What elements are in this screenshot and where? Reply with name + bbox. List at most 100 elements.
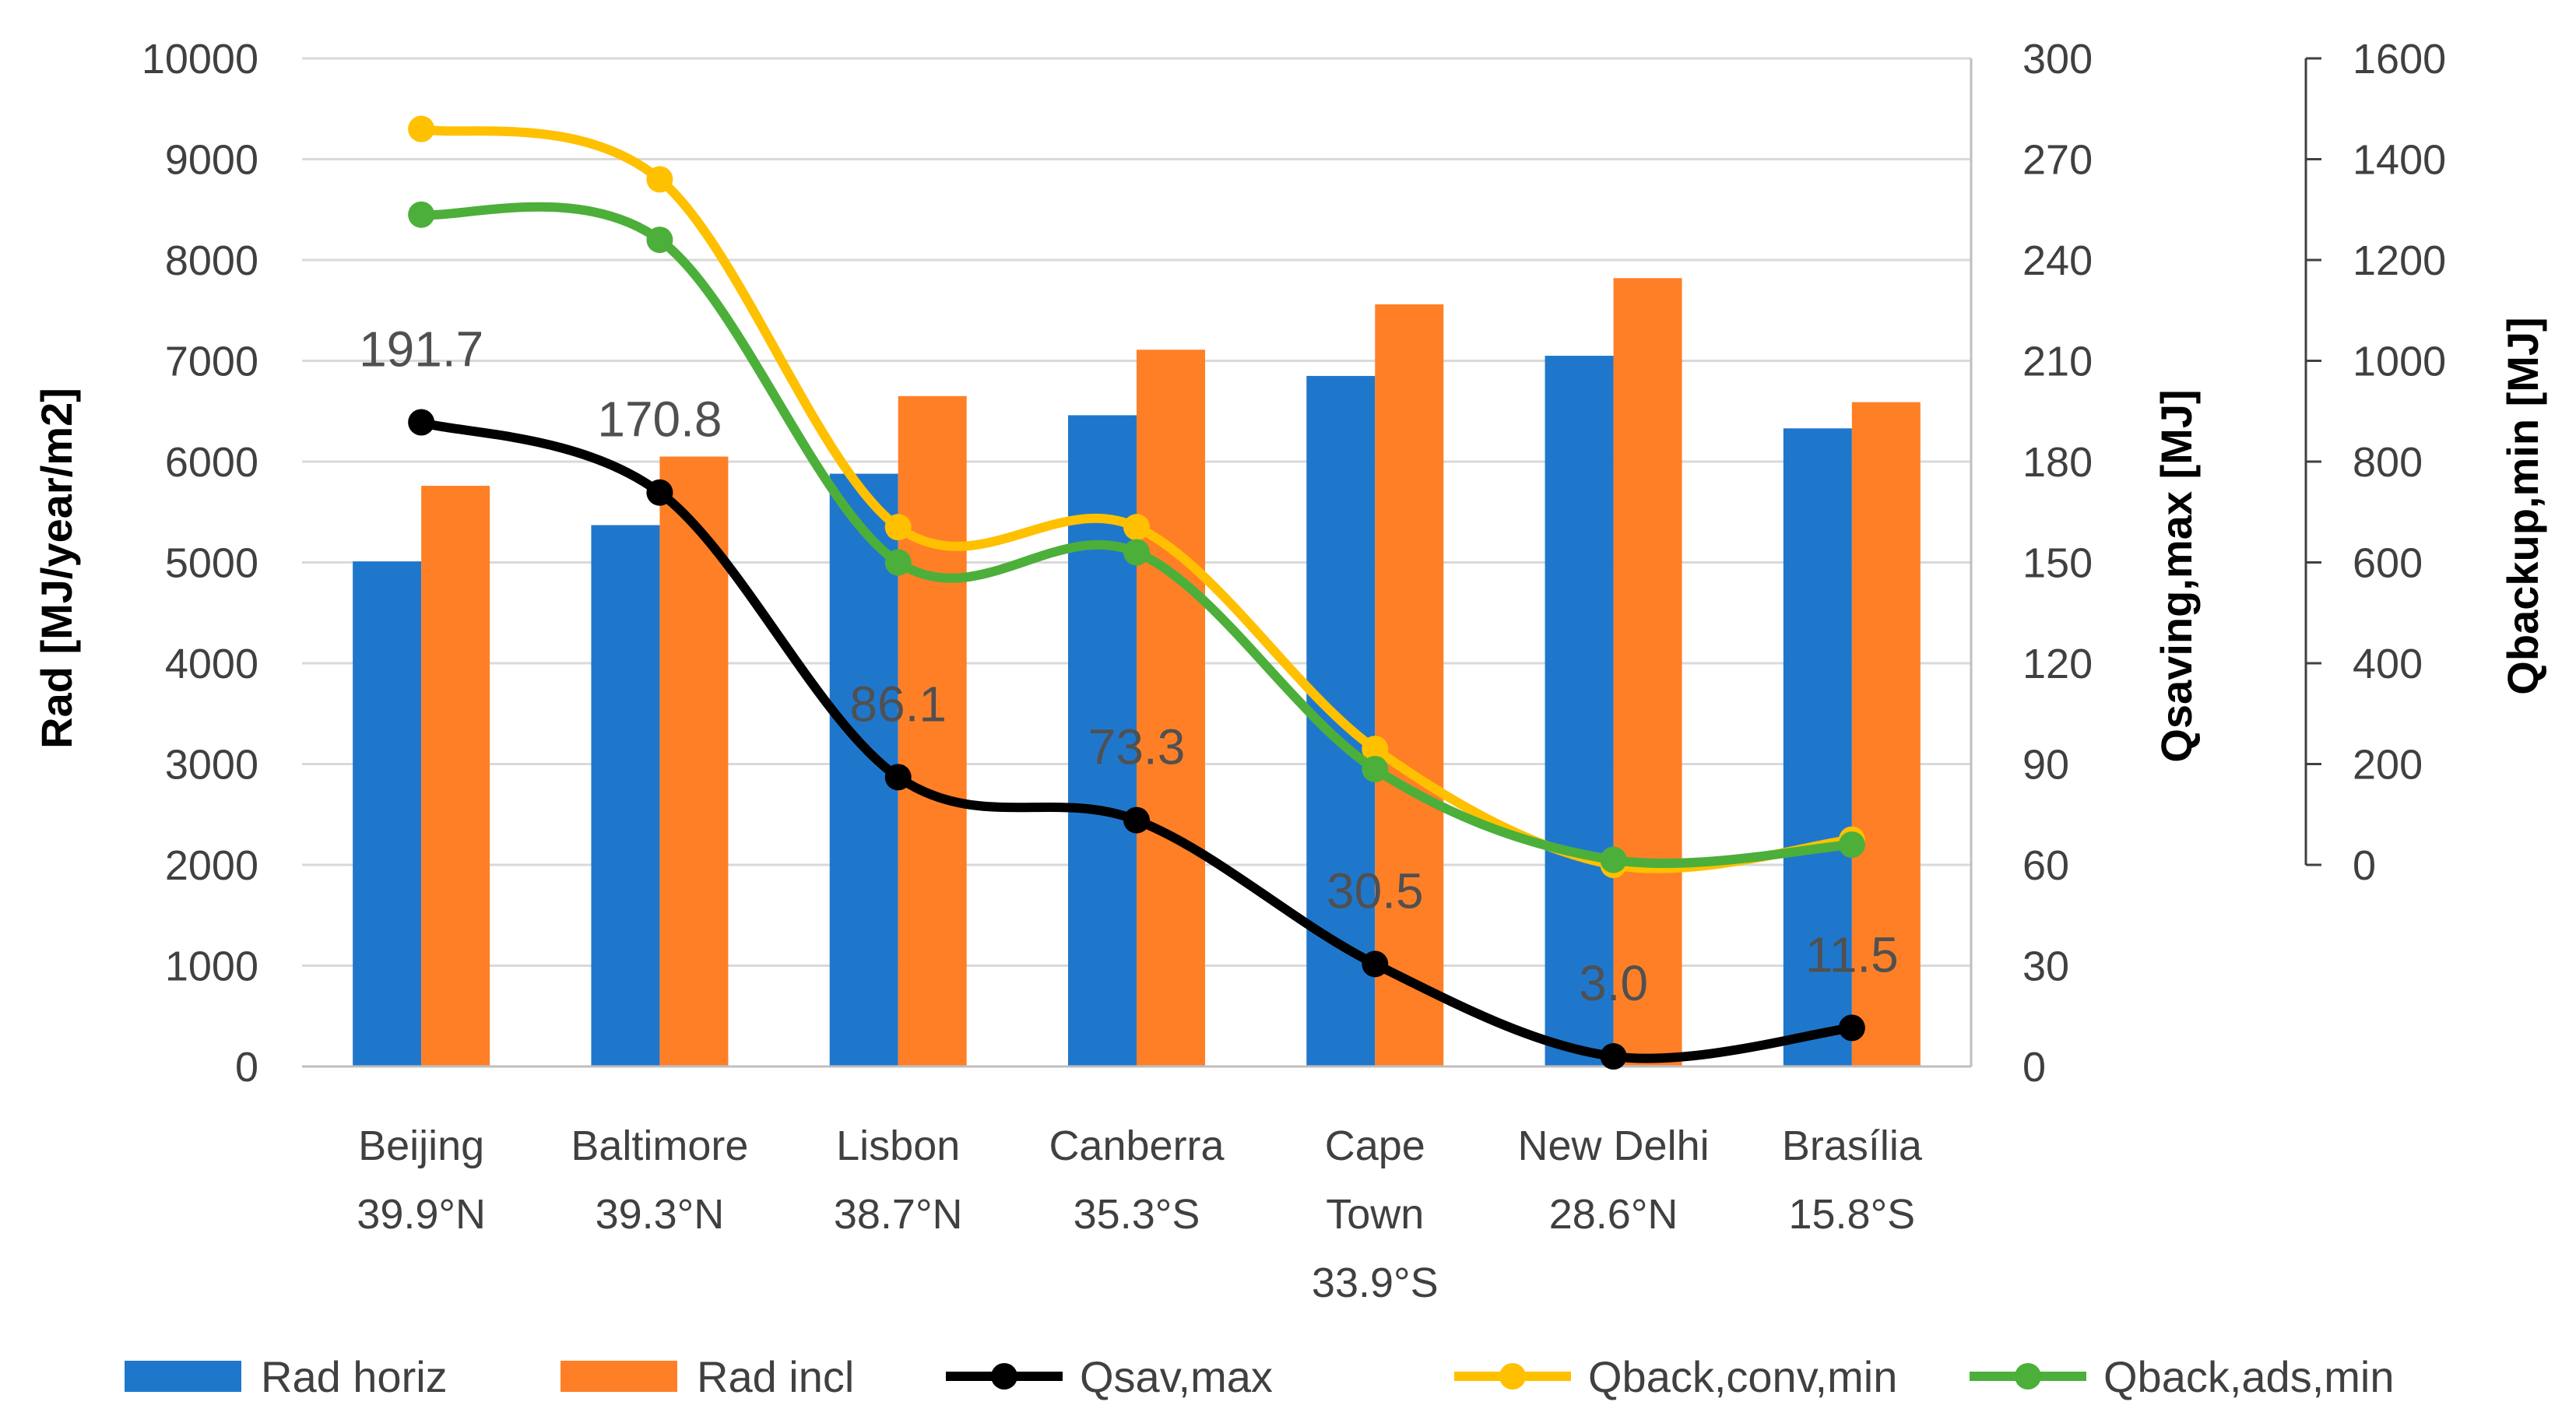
qbackup-tick-label: 200	[2353, 742, 2423, 789]
qsaving-tick-label: 210	[2022, 339, 2093, 385]
category-label: Town	[1326, 1191, 1424, 1238]
rad-tick-label: 2000	[165, 842, 258, 889]
category-label: Canberra	[1049, 1123, 1225, 1169]
rad-tick-label: 8000	[165, 237, 258, 284]
point-qback-ads-min	[1123, 539, 1150, 566]
point-qback-ads-min	[646, 227, 673, 254]
qbackup-tick-label: 400	[2353, 641, 2423, 687]
data-label-qsav-max: 11.5	[1805, 926, 1899, 982]
legend-marker-qsav-max	[991, 1363, 1017, 1390]
legend-swatch-rad-horiz	[125, 1361, 241, 1392]
qsaving-tick-label: 180	[2022, 439, 2093, 486]
rad-tick-label: 0	[235, 1044, 258, 1091]
category-label: Brasília	[1782, 1123, 1923, 1169]
point-qsav-max	[884, 764, 912, 791]
qbackup-tick-label: 600	[2353, 540, 2423, 587]
qsaving-tick-label: 270	[2022, 137, 2093, 184]
qbackup-tick-label: 1200	[2353, 237, 2446, 284]
legend-label-rad-horiz: Rad horiz	[261, 1352, 448, 1401]
point-qback-ads-min	[1600, 846, 1627, 873]
legend-label-qback-ads-min: Qback,ads,min	[2103, 1352, 2395, 1401]
bar-rad-incl	[898, 395, 967, 1066]
bar-rad-horiz	[591, 525, 660, 1066]
point-qsav-max	[1838, 1014, 1865, 1042]
data-label-qsav-max: 86.1	[849, 676, 947, 732]
category-label: 38.7°N	[834, 1191, 963, 1238]
point-qsav-max	[408, 409, 435, 436]
qsaving-axis-title: Qsaving,max [MJ]	[2152, 389, 2201, 762]
legend-marker-qback-conv-min	[1499, 1363, 1526, 1390]
point-qback-conv-min	[646, 166, 673, 193]
point-qback-conv-min	[408, 115, 435, 142]
qsaving-tick-label: 150	[2022, 540, 2093, 587]
bar-rad-horiz	[1545, 356, 1614, 1066]
legend-label-rad-incl: Rad incl	[697, 1352, 854, 1401]
rad-tick-label: 4000	[165, 641, 258, 687]
qsaving-tick-label: 120	[2022, 641, 2093, 687]
bar-rad-incl	[421, 486, 490, 1066]
category-label: 35.3°S	[1074, 1191, 1200, 1238]
data-label-qsav-max: 30.5	[1327, 863, 1424, 919]
data-label-qsav-max: 3.0	[1579, 955, 1648, 1011]
bar-rad-horiz	[1783, 428, 1852, 1066]
point-qback-ads-min	[1838, 831, 1865, 859]
qsaving-tick-label: 300	[2022, 36, 2093, 83]
rad-tick-label: 10000	[142, 36, 258, 83]
rad-tick-label: 7000	[165, 339, 258, 385]
data-labels: 191.7 170.8 86.1 73.3 30.5 3.0 11.5	[359, 321, 1899, 1011]
point-qsav-max	[646, 479, 673, 506]
rad-axis-title: Rad [MJ/year/m2]	[32, 388, 81, 749]
category-label: New Delhi	[1518, 1123, 1710, 1169]
rad-tick-label: 3000	[165, 742, 258, 789]
qsaving-tick-label: 30	[2022, 943, 2069, 990]
legend-swatch-rad-incl	[561, 1361, 677, 1392]
category-label: Lisbon	[836, 1123, 960, 1169]
point-qback-ads-min	[884, 549, 912, 576]
point-qsav-max	[1362, 950, 1389, 978]
category-label: Cape	[1325, 1123, 1425, 1169]
legend-label-qback-conv-min: Qback,conv,min	[1588, 1352, 1897, 1401]
qbackup-tick-label: 1400	[2353, 137, 2446, 184]
qbackup-axis-title: Qbackup,min [MJ]	[2498, 317, 2547, 694]
category-labels: Beijing 39.9°N Baltimore 39.3°N Lisbon 38.7°N…	[357, 1123, 1923, 1306]
bar-rad-incl	[1613, 278, 1682, 1066]
point-qback-conv-min	[1123, 514, 1150, 541]
category-label: 39.3°N	[596, 1191, 725, 1238]
qsaving-tick-label: 0	[2022, 1044, 2046, 1091]
series-lines	[408, 115, 1865, 1070]
point-qback-conv-min	[884, 514, 912, 541]
qsaving-tick-label: 90	[2022, 742, 2069, 789]
bar-rad-incl	[1375, 304, 1444, 1067]
rad-tick-label: 6000	[165, 439, 258, 486]
category-label: 39.9°N	[357, 1191, 486, 1238]
axes: 0100020003000400050006000700080009000100…	[142, 36, 2446, 1091]
rad-tick-label: 5000	[165, 540, 258, 587]
legend: Rad horiz Rad incl Qsav,max Qback,conv,min Q…	[125, 1352, 2395, 1401]
point-qback-conv-min	[1362, 736, 1389, 763]
point-qback-ads-min	[1362, 755, 1389, 782]
qbackup-tick-label: 1600	[2353, 36, 2446, 83]
legend-label-qsav-max: Qsav,max	[1080, 1352, 1273, 1401]
category-label: 28.6°N	[1549, 1191, 1678, 1238]
category-label: Baltimore	[571, 1123, 748, 1169]
data-label-qsav-max: 73.3	[1088, 719, 1186, 775]
rad-tick-label: 9000	[165, 137, 258, 184]
point-qback-ads-min	[408, 201, 435, 228]
data-label-qsav-max: 170.8	[597, 392, 722, 448]
bars	[353, 278, 1921, 1067]
rad-tick-label: 1000	[165, 943, 258, 990]
qbackup-tick-label: 0	[2353, 842, 2376, 889]
point-qsav-max	[1600, 1043, 1627, 1070]
qbackup-tick-label: 800	[2353, 439, 2423, 486]
category-label: Beijing	[358, 1123, 484, 1169]
point-qsav-max	[1123, 806, 1150, 834]
qsaving-tick-label: 60	[2022, 842, 2069, 889]
category-label: 33.9°S	[1312, 1260, 1439, 1306]
bar-rad-incl	[1137, 350, 1205, 1066]
qbackup-tick-label: 1000	[2353, 339, 2446, 385]
legend-marker-qback-ads-min	[2015, 1363, 2041, 1390]
qsaving-tick-label: 240	[2022, 237, 2093, 284]
category-label: 15.8°S	[1788, 1191, 1915, 1238]
bar-rad-incl	[1851, 402, 1921, 1066]
